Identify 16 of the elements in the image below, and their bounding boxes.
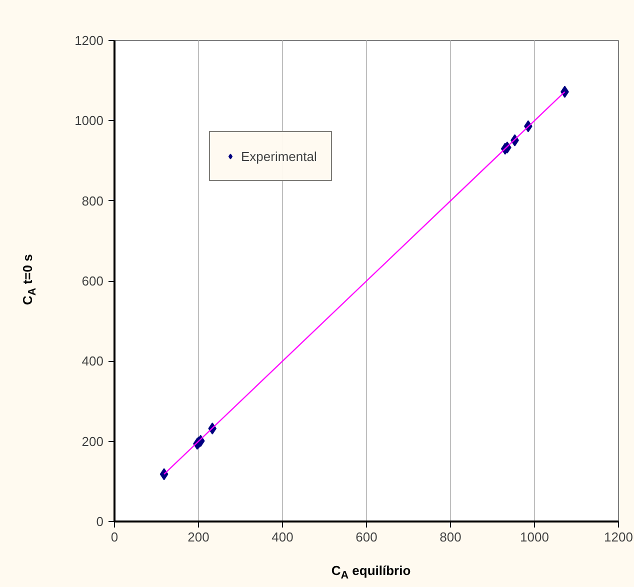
y-tick-label: 400 [82, 354, 104, 369]
x-tick-label: 600 [356, 530, 378, 544]
y-tick-label: 600 [82, 274, 104, 288]
y-tick-label: 1200 [74, 33, 104, 48]
legend-label: Experimental [241, 148, 317, 164]
x-tick-label: 800 [440, 530, 462, 544]
x-axis-title: C$_{A}$ equilíbrio [330, 562, 412, 584]
y-tick-label: 800 [82, 193, 104, 208]
x-tick-label: 400 [272, 530, 294, 544]
y-tick-label: 1000 [74, 113, 104, 128]
x-tick-label: 1000 [520, 530, 549, 544]
x-tick-label: 0 [110, 530, 118, 544]
y-tick-label: 0 [96, 514, 104, 529]
x-tick-label: 1200 [604, 530, 633, 544]
y-tick-label: 200 [82, 434, 104, 449]
x-tick-label: 200 [188, 530, 210, 544]
